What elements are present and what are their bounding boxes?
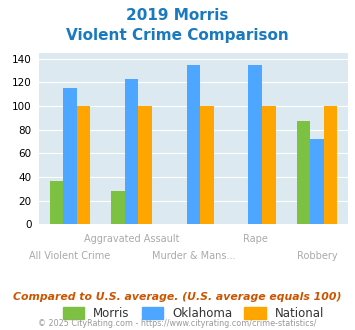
Text: All Violent Crime: All Violent Crime bbox=[29, 251, 110, 261]
Bar bbox=[310, 139, 324, 224]
Text: Aggravated Assault: Aggravated Assault bbox=[84, 234, 180, 244]
Text: © 2025 CityRating.com - https://www.cityrating.com/crime-statistics/: © 2025 CityRating.com - https://www.city… bbox=[38, 319, 317, 328]
Bar bbox=[187, 65, 200, 224]
Text: Rape: Rape bbox=[243, 234, 268, 244]
Text: Compared to U.S. average. (U.S. average equals 100): Compared to U.S. average. (U.S. average … bbox=[13, 292, 342, 302]
Bar bbox=[248, 65, 262, 224]
Bar bbox=[50, 181, 63, 224]
Legend: Morris, Oklahoma, National: Morris, Oklahoma, National bbox=[58, 302, 329, 325]
Bar bbox=[200, 106, 214, 224]
Bar bbox=[262, 106, 275, 224]
Bar bbox=[297, 121, 310, 224]
Text: Murder & Mans...: Murder & Mans... bbox=[152, 251, 235, 261]
Bar bbox=[77, 106, 90, 224]
Text: 2019 Morris: 2019 Morris bbox=[126, 8, 229, 23]
Bar bbox=[63, 88, 77, 224]
Bar bbox=[111, 191, 125, 224]
Bar bbox=[324, 106, 337, 224]
Text: Robbery: Robbery bbox=[297, 251, 337, 261]
Bar bbox=[138, 106, 152, 224]
Bar bbox=[125, 79, 138, 224]
Text: Violent Crime Comparison: Violent Crime Comparison bbox=[66, 28, 289, 43]
